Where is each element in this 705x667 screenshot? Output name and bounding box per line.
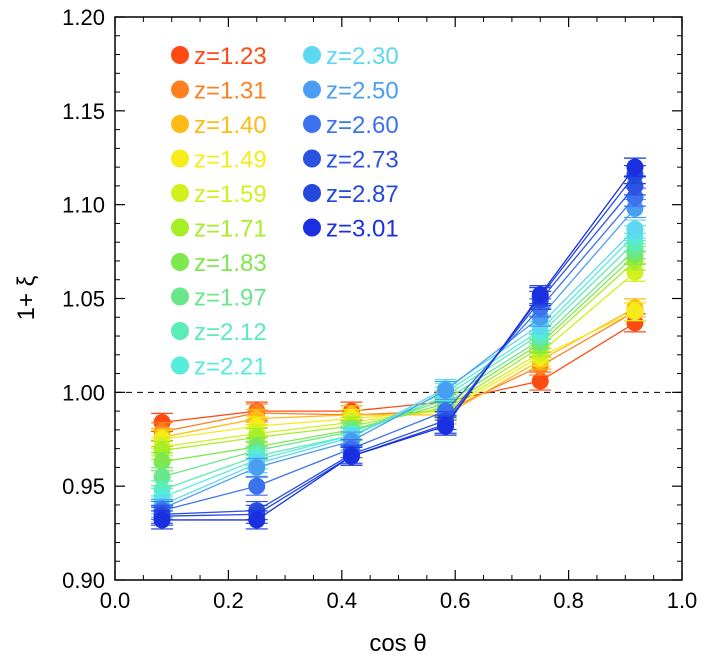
data-point: [248, 477, 266, 495]
legend-item: z=1.59: [171, 181, 267, 208]
legend-marker: [171, 46, 189, 64]
legend-label: z=2.60: [326, 112, 399, 139]
data-point: [531, 286, 549, 304]
data-point: [248, 458, 266, 476]
legend-item: z=1.71: [171, 216, 267, 243]
data-point: [437, 417, 455, 435]
legend-label: z=1.49: [194, 147, 267, 174]
series-line: [162, 174, 636, 517]
legend-label: z=1.59: [194, 181, 267, 208]
legend-item: z=1.49: [171, 147, 267, 174]
data-series: [151, 157, 646, 530]
legend-item: z=1.83: [171, 250, 267, 277]
legend-label: z=2.12: [194, 319, 267, 346]
y-tick-label: 1.20: [62, 5, 105, 30]
legend-marker: [171, 253, 189, 271]
legend-label: z=1.83: [194, 250, 267, 277]
legend-marker: [171, 184, 189, 202]
series-z=3.01: [151, 157, 646, 530]
axis-ticks: 0.0 0.2 0.4 0.6 0.8 1.0 0.90 0.95 1.00 1.05 1.10 1.…: [62, 5, 697, 613]
y-tick-label: 1.15: [62, 99, 105, 124]
data-point: [626, 303, 644, 321]
legend-item: z=1.97: [171, 285, 267, 312]
series-line: [161, 196, 636, 512]
series-line: [161, 254, 636, 463]
legend-marker: [303, 80, 321, 99]
legend-label: z=2.87: [326, 181, 399, 208]
legend-item: z=2.60: [303, 112, 399, 139]
legend-item: z=2.73: [303, 147, 399, 174]
legend-label: z=1.71: [194, 216, 267, 243]
legend-marker: [303, 115, 321, 133]
x-tick-label: 1.0: [667, 588, 698, 613]
legend-label: z=1.31: [194, 78, 267, 105]
x-tick-label: 0.4: [327, 588, 358, 613]
y-tick-label: 1.10: [62, 193, 105, 218]
legend-label: z=1.23: [194, 43, 267, 70]
data-point: [626, 220, 644, 238]
legend-marker: [171, 287, 189, 306]
legend-item: z=1.23: [171, 43, 267, 70]
y-tick-label: 0.95: [62, 474, 105, 499]
legend-label: z=3.01: [326, 216, 399, 243]
x-axis-label: cos θ: [369, 630, 426, 657]
legend-marker: [303, 149, 321, 168]
series-line: [161, 322, 636, 424]
legend-item: z=1.40: [171, 112, 267, 139]
legend-item: z=1.31: [171, 78, 267, 105]
x-tick-label: 0.6: [440, 588, 471, 613]
y-tick-label: 1.00: [62, 380, 105, 405]
data-point: [437, 381, 455, 399]
series-line: [162, 185, 636, 515]
legend-marker: [303, 218, 321, 237]
x-tick-label: 0.0: [100, 588, 131, 613]
legend-marker: [171, 356, 189, 375]
legend-marker: [171, 80, 189, 99]
data-point: [153, 453, 171, 471]
series-line: [161, 311, 636, 440]
legend: z=1.23 z=1.31 z=1.40 z=1.49 z=1.59 z=1.71 z=1.…: [171, 43, 399, 381]
y-axis-label: 1+ ξ: [13, 275, 40, 320]
y-tick-label: 1.05: [62, 287, 105, 312]
plot-frame: [114, 16, 683, 581]
legend-item: z=3.01: [303, 216, 399, 243]
legend-marker: [171, 115, 189, 133]
legend-marker: [171, 218, 189, 237]
x-tick-label: 0.2: [213, 588, 244, 613]
legend-label: z=2.30: [326, 43, 399, 70]
legend-marker: [303, 46, 321, 64]
legend-item: z=2.21: [171, 354, 267, 381]
data-point: [248, 511, 266, 529]
data-point: [153, 511, 171, 529]
legend-marker: [171, 149, 189, 168]
series-line: [161, 234, 636, 499]
legend-marker: [303, 184, 321, 202]
legend-label: z=1.97: [194, 285, 267, 312]
y-tick-label: 0.90: [62, 568, 105, 593]
legend-item: z=2.12: [171, 319, 267, 346]
legend-label: z=2.21: [194, 354, 267, 381]
legend-item: z=2.50: [303, 78, 399, 105]
legend-label: z=1.40: [194, 112, 267, 139]
legend-label: z=2.73: [326, 147, 399, 174]
x-tick-label: 0.8: [553, 588, 584, 613]
data-point: [531, 372, 549, 390]
series-line: [161, 228, 636, 506]
legend-item: z=2.87: [303, 181, 399, 208]
data-point: [342, 447, 360, 465]
series-line: [162, 166, 636, 521]
series-line: [161, 207, 636, 510]
data-point: [626, 158, 644, 176]
legend-label: z=2.50: [326, 78, 399, 105]
legend-item: z=2.30: [303, 43, 399, 70]
legend-marker: [171, 322, 189, 340]
